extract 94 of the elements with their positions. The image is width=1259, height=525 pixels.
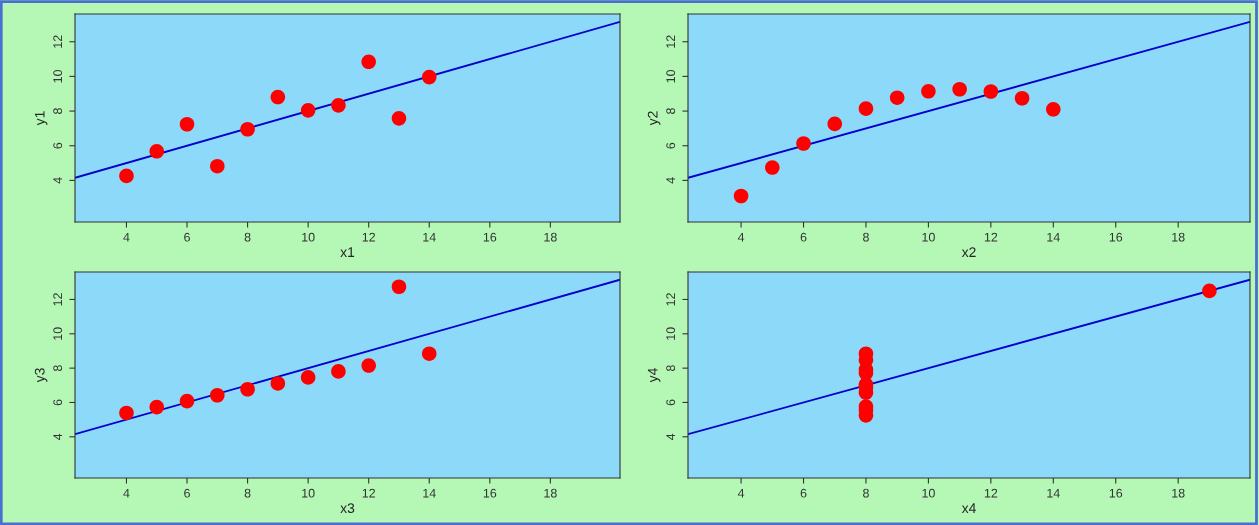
y-tick-label: 6	[53, 399, 63, 406]
point	[921, 84, 936, 99]
y-tick-label: 4	[666, 177, 675, 184]
y-tick-label: 12	[666, 35, 675, 48]
y-tick-label: 4	[53, 177, 62, 184]
x-tick-label: 12	[984, 232, 998, 242]
point	[733, 188, 749, 204]
x-tick-label: 6	[800, 488, 807, 498]
y-axis-title: y2	[647, 111, 661, 126]
x-tick-label: 16	[1109, 488, 1123, 498]
point	[300, 370, 316, 385]
x-tick-label: 8	[244, 232, 251, 242]
x-axis-title: x4	[961, 503, 976, 513]
y-tick-label: 6	[53, 142, 63, 149]
x-tick-label: 16	[483, 232, 497, 242]
y-tick-label: 8	[53, 365, 63, 372]
point	[270, 376, 286, 391]
x-tick-label: 8	[244, 488, 251, 498]
point	[240, 121, 255, 137]
y-tick-label: 10	[666, 69, 676, 83]
point	[858, 101, 874, 116]
x-tick-label: 10	[922, 232, 935, 242]
point	[827, 116, 843, 132]
point	[240, 381, 255, 397]
x-tick-label: 4	[123, 488, 130, 498]
point	[300, 103, 316, 118]
point	[796, 136, 811, 151]
x-tick-label: 4	[737, 232, 745, 242]
point	[270, 89, 286, 105]
x-tick-label: 14	[423, 488, 436, 498]
point	[210, 158, 225, 174]
x-tick-label: 12	[362, 488, 376, 498]
x-axis-title: x3	[340, 503, 355, 514]
point	[210, 387, 225, 403]
y-axis-title: y4	[647, 368, 661, 383]
point	[119, 168, 134, 184]
x-tick-label: 18	[544, 232, 557, 242]
point	[1046, 102, 1061, 117]
x-tick-label: 16	[483, 488, 497, 498]
x-tick-label: 18	[1172, 488, 1185, 498]
point	[331, 98, 346, 113]
point	[421, 69, 437, 85]
x-tick-label: 4	[123, 232, 130, 242]
point	[179, 116, 195, 132]
point	[331, 364, 346, 379]
y-tick-label: 12	[666, 293, 675, 306]
x-tick-label: 6	[800, 232, 807, 242]
y-axis-title: y1	[34, 111, 48, 126]
y-axis-title: y3	[34, 368, 48, 383]
x-tick-label: 8	[863, 232, 869, 242]
x-tick-label: 12	[362, 232, 376, 242]
y-tick-label: 6	[666, 142, 676, 149]
y-tick-label: 10	[666, 327, 676, 340]
x-tick-label: 4	[737, 488, 745, 498]
point	[179, 393, 195, 409]
x-tick-label: 16	[1109, 232, 1123, 242]
point	[391, 111, 407, 126]
point	[1202, 283, 1217, 299]
x-tick-label: 8	[863, 488, 869, 498]
x-tick-label: 12	[984, 488, 998, 498]
y-tick-label: 10	[53, 327, 63, 340]
point	[361, 358, 376, 373]
point	[983, 84, 999, 99]
x-tick-label: 10	[302, 232, 315, 242]
point	[421, 346, 437, 361]
x-axis-title: x1	[340, 247, 355, 257]
y-tick-label: 8	[666, 108, 676, 114]
x-tick-label: 14	[1047, 232, 1060, 242]
y-tick-label: 10	[53, 69, 63, 83]
point	[391, 279, 407, 295]
y-tick-label: 4	[53, 433, 62, 440]
y-tick-label: 8	[53, 108, 63, 114]
y-tick-label: 6	[666, 399, 676, 406]
x-tick-label: 14	[1047, 488, 1060, 498]
x-tick-label: 14	[423, 232, 436, 242]
x-tick-label: 10	[922, 488, 935, 498]
point	[119, 405, 134, 421]
x-tick-label: 18	[544, 488, 557, 498]
y-tick-label: 12	[53, 35, 62, 48]
point	[952, 81, 967, 97]
point	[149, 399, 165, 415]
x-tick-label: 18	[1172, 232, 1185, 242]
point	[149, 144, 165, 159]
point	[765, 160, 780, 175]
y-tick-label: 8	[666, 365, 676, 372]
point	[1014, 90, 1030, 106]
x-tick-label: 10	[302, 488, 315, 498]
y-tick-label: 4	[666, 433, 675, 440]
y-tick-label: 12	[53, 293, 62, 306]
point	[889, 90, 905, 105]
x-tick-label: 6	[184, 488, 190, 498]
x-axis-title: x2	[961, 247, 976, 257]
point	[361, 54, 376, 70]
x-tick-label: 6	[184, 232, 190, 242]
